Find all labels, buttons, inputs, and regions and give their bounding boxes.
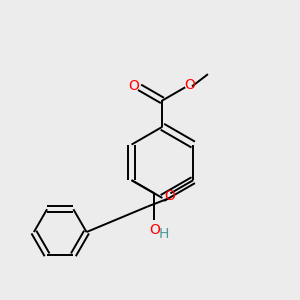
Text: O: O	[164, 189, 175, 203]
Text: O: O	[149, 224, 160, 237]
Text: O: O	[184, 78, 195, 92]
Text: O: O	[128, 80, 139, 93]
Text: H: H	[158, 227, 169, 242]
